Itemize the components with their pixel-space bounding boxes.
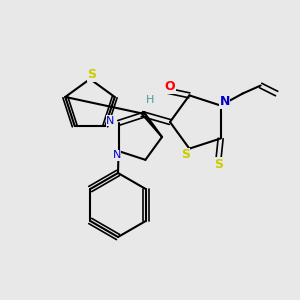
Text: O: O [164,80,175,93]
Text: S: S [214,158,223,171]
Text: S: S [88,68,97,82]
Text: H: H [146,95,154,105]
Text: N: N [112,150,121,160]
Text: N: N [220,95,230,108]
Text: S: S [181,148,190,161]
Text: N: N [106,116,115,126]
